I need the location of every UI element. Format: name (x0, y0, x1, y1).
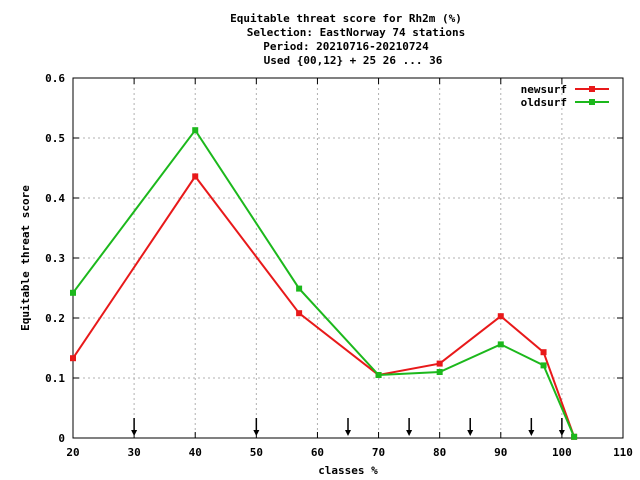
x-tick-label: 60 (311, 446, 324, 459)
x-tick-label: 40 (189, 446, 202, 459)
x-tick-label: 70 (372, 446, 385, 459)
data-point-newsurf (540, 349, 547, 356)
x-tick-labels: 20 30 40 50 60 70 80 90 100 110 (66, 446, 633, 459)
y-tick-label: 0.3 (45, 252, 65, 265)
legend-marker-oldsurf (589, 99, 595, 105)
data-point-oldsurf (497, 341, 504, 348)
y-tick-label: 0.5 (45, 132, 65, 145)
y-tick-label: 0 (58, 432, 65, 445)
data-point-newsurf (192, 173, 199, 180)
threshold-marker-arrow (253, 418, 260, 436)
x-tick-label: 110 (613, 446, 633, 459)
y-tick-label: 0.4 (45, 192, 65, 205)
title-line-2: Selection: EastNorway 74 stations (247, 26, 466, 39)
grid (73, 78, 623, 438)
title-line-3: Period: 20210716-20210724 (263, 40, 429, 53)
data-point-oldsurf (436, 369, 443, 375)
data-point-oldsurf (571, 433, 578, 440)
y-axis-label: Equitable threat score (19, 185, 32, 331)
y-tick-label: 0.6 (45, 72, 65, 85)
legend-marker-newsurf (589, 86, 595, 92)
data-point-newsurf (296, 310, 303, 317)
threshold-marker-arrow (528, 418, 535, 436)
data-point-newsurf (70, 355, 76, 362)
arrow-head (131, 430, 138, 436)
threshold-marker-arrow (467, 418, 474, 436)
threshold-marker-arrow (345, 418, 351, 436)
data-point-oldsurf (375, 372, 382, 378)
threshold-markers (131, 418, 565, 436)
series-line-newsurf (72, 174, 576, 438)
series-line-oldsurf (72, 128, 576, 438)
x-tick-label: 80 (433, 446, 446, 459)
arrow-head (528, 430, 535, 436)
chart-title: Equitable threat score for Rh2m (%) Sele… (230, 12, 465, 67)
arrow-head (345, 430, 351, 436)
arrow-head (406, 430, 413, 436)
axis-ticks (72, 77, 624, 439)
y-tick-label: 0.2 (45, 312, 65, 325)
title-line-4: Used {00,12} + 25 26 ... 36 (264, 54, 443, 67)
arrow-head (467, 430, 474, 436)
y-tick-labels: 0 0.1 0.2 0.3 0.4 0.5 0.6 (45, 72, 65, 445)
series-oldsurf (70, 127, 578, 440)
x-tick-label: 50 (250, 446, 263, 459)
data-point-newsurf (436, 360, 443, 367)
x-axis-label: classes % (318, 464, 378, 477)
x-tick-label: 90 (494, 446, 507, 459)
data-point-oldsurf (540, 362, 547, 369)
legend-label-newsurf: newsurf (521, 83, 567, 96)
x-tick-label: 100 (552, 446, 572, 459)
title-line-1: Equitable threat score for Rh2m (%) (230, 12, 462, 25)
x-tick-label: 30 (127, 446, 140, 459)
x-tick-label: 20 (66, 446, 79, 459)
threshold-marker-arrow (558, 418, 565, 436)
data-point-oldsurf (296, 285, 303, 292)
threshold-marker-arrow (406, 418, 413, 436)
data-point-newsurf (497, 313, 504, 320)
arrow-head (253, 430, 260, 436)
data-point-oldsurf (70, 289, 76, 296)
legend-label-oldsurf: oldsurf (521, 96, 567, 109)
series-group (70, 127, 578, 440)
data-point-oldsurf (192, 127, 199, 134)
y-tick-label: 0.1 (45, 372, 65, 385)
arrow-head (558, 430, 565, 436)
threshold-marker-arrow (131, 418, 138, 436)
